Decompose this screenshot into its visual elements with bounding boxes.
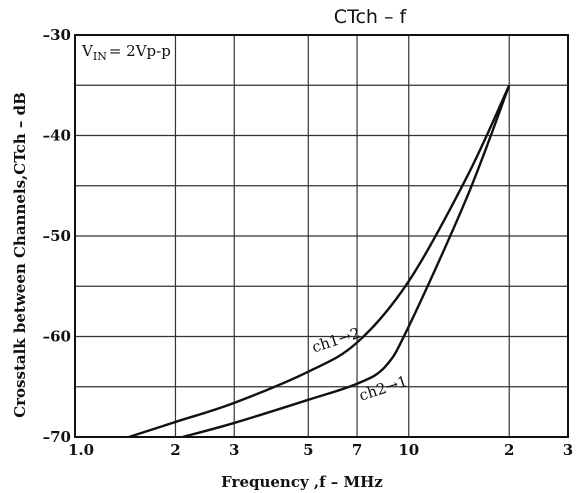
y-axis-label: Crosstalk between Channels,CTch – dB — [11, 92, 29, 418]
y-tick-label: –30 — [43, 26, 71, 44]
x-tick-label: 1.0 — [68, 441, 94, 459]
y-tick-label: –70 — [43, 428, 71, 446]
series-label-1: ch1→2 — [310, 324, 363, 356]
y-tick-label: –60 — [43, 328, 71, 346]
annotation-subscript: IN — [93, 50, 107, 63]
x-tick-label: 5 — [303, 441, 313, 459]
x-tick-label: 2 — [504, 441, 514, 459]
plot-frame — [74, 34, 569, 438]
input-voltage-annotation: VIN = 2Vp-p — [81, 42, 171, 63]
annotation-value: = 2Vp-p — [109, 42, 171, 60]
x-tick-label: 2 — [170, 441, 180, 459]
series-line-1 — [128, 84, 511, 439]
x-tick-label: 10 — [398, 441, 419, 459]
y-axis-ticks: –30 –40 –50 –60 –70 — [43, 26, 71, 446]
x-axis-label: Frequency ,f – MHz — [221, 473, 383, 491]
series-label-2: ch2→1 — [357, 372, 410, 404]
x-axis-ticks: 1.0 2 3 5 7 10 2 3 — [68, 441, 573, 459]
chart-title: CTch – f — [334, 6, 408, 28]
annotation-v: V — [81, 42, 94, 60]
grid — [75, 35, 568, 437]
x-tick-label: 7 — [352, 441, 362, 459]
x-tick-label: 3 — [563, 441, 573, 459]
series-line-2 — [182, 84, 511, 439]
x-tick-label: 3 — [229, 441, 239, 459]
y-tick-label: –40 — [43, 127, 71, 145]
y-tick-label: –50 — [43, 227, 71, 245]
series-lines — [128, 84, 511, 439]
